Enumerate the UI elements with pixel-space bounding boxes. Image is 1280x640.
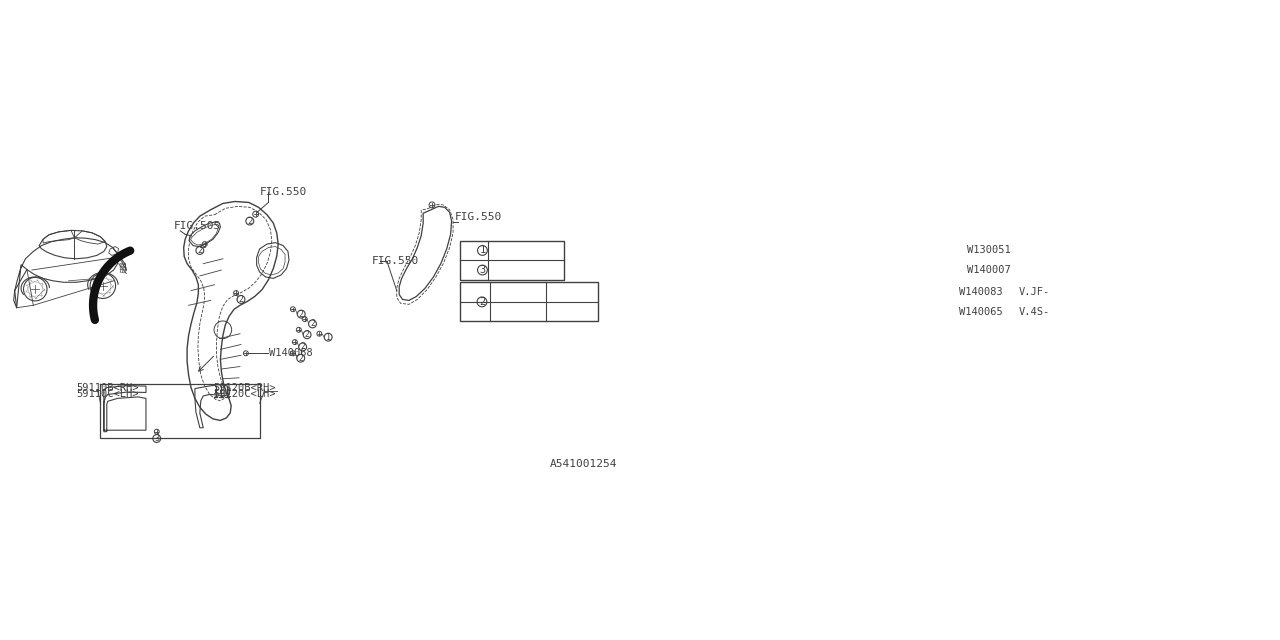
Text: 2: 2 bbox=[301, 342, 305, 351]
Text: 2: 2 bbox=[197, 246, 202, 255]
Text: 2: 2 bbox=[305, 330, 310, 339]
Text: 2: 2 bbox=[298, 310, 303, 319]
Text: FIG.550: FIG.550 bbox=[454, 212, 502, 222]
Text: 2: 2 bbox=[310, 319, 315, 328]
Text: FIG.505: FIG.505 bbox=[174, 221, 221, 231]
Text: 1: 1 bbox=[479, 246, 485, 255]
Text: W130051: W130051 bbox=[966, 246, 1010, 255]
Text: 2: 2 bbox=[298, 354, 303, 363]
Text: W140083: W140083 bbox=[959, 287, 1002, 297]
Text: V.4S-: V.4S- bbox=[1019, 307, 1050, 317]
Text: 2: 2 bbox=[479, 297, 485, 307]
Text: FIG.550: FIG.550 bbox=[372, 256, 420, 266]
Text: 1: 1 bbox=[325, 333, 330, 342]
Text: 59110C<LH>: 59110C<LH> bbox=[76, 390, 138, 399]
Text: 3: 3 bbox=[479, 265, 485, 275]
Text: 2: 2 bbox=[247, 216, 252, 225]
Text: FIG.550: FIG.550 bbox=[260, 187, 307, 196]
Bar bbox=[461, 241, 563, 280]
Text: 59110B<RH>: 59110B<RH> bbox=[76, 383, 138, 392]
Text: 59120C<LH>: 59120C<LH> bbox=[212, 390, 275, 399]
Text: A541001254: A541001254 bbox=[549, 460, 617, 469]
Text: W140068: W140068 bbox=[269, 348, 314, 358]
Text: 2: 2 bbox=[238, 295, 243, 304]
Text: 3: 3 bbox=[154, 434, 159, 443]
Text: 59120B<RH>: 59120B<RH> bbox=[212, 383, 275, 392]
Text: W140065: W140065 bbox=[959, 307, 1002, 317]
Text: W140007: W140007 bbox=[966, 265, 1010, 275]
Text: V.JF-: V.JF- bbox=[1019, 287, 1050, 297]
Bar bbox=[461, 282, 598, 321]
